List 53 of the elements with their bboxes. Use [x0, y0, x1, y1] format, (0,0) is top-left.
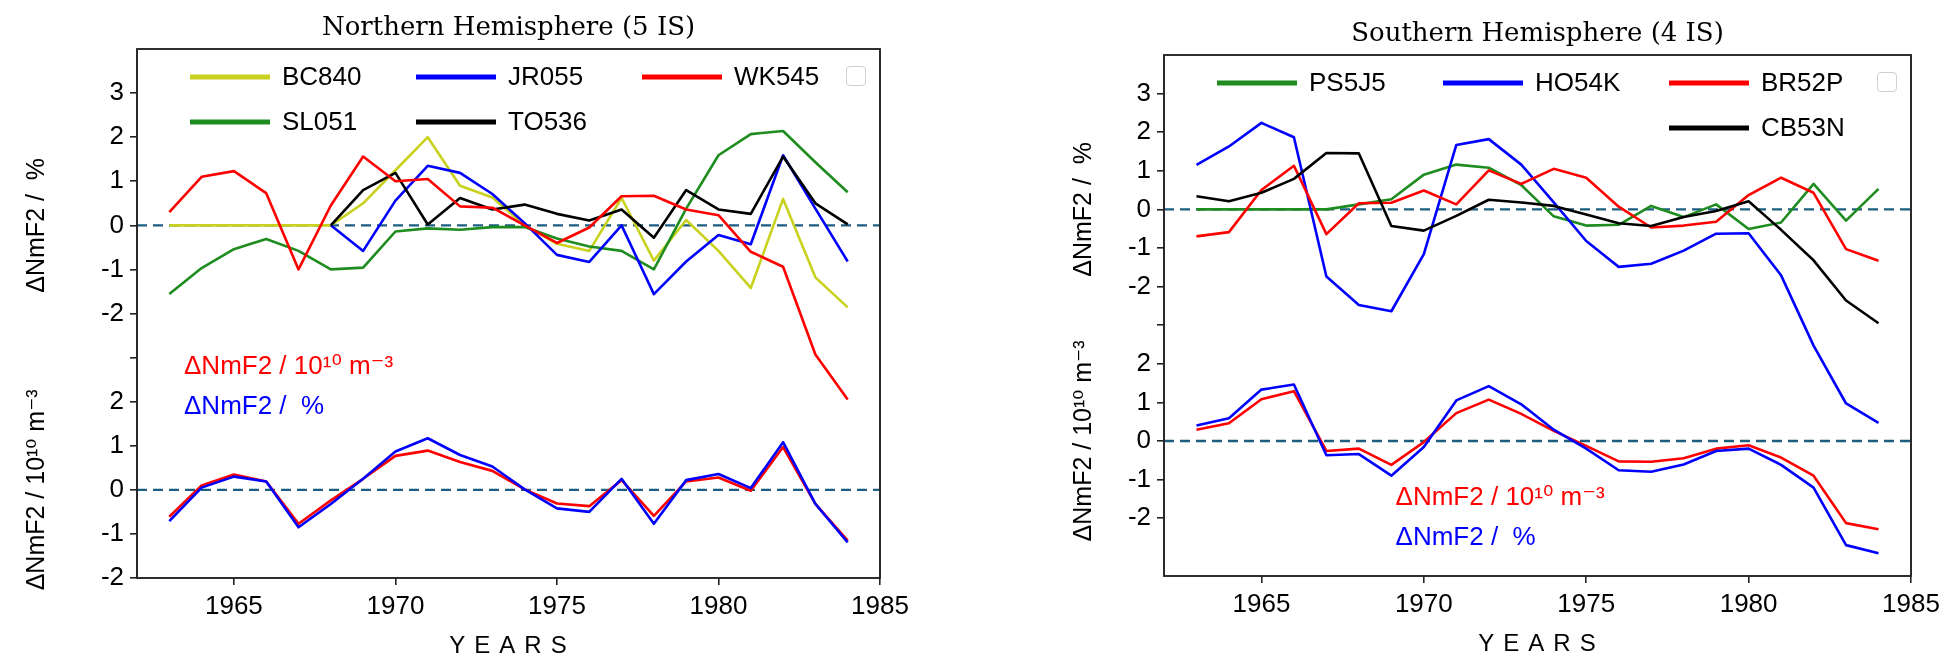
x-tick-label: 1980	[1719, 587, 1778, 618]
y-tick-label: 3	[109, 76, 124, 107]
series-label: ΔNmF2 / %	[1395, 521, 1536, 552]
y-tick-label: 2	[109, 120, 124, 151]
x-axis-title: YEARS	[1478, 628, 1605, 656]
y-tick-label: -2	[1127, 501, 1151, 532]
x-axis-title: YEARS	[449, 630, 576, 658]
legend-label: TO536	[508, 106, 588, 137]
y-tick-label: 0	[109, 208, 124, 239]
y-axis-title: ΔNmF2 / 10¹⁰ m⁻³	[20, 389, 49, 591]
x-tick-label: 1975	[1557, 587, 1616, 618]
y-tick-label: -1	[1127, 231, 1151, 262]
x-tick-label: 1975	[528, 589, 586, 620]
legend-label: PS5J5	[1309, 67, 1386, 98]
y-tick-label: 0	[109, 473, 124, 504]
y-tick-label: 0	[1136, 424, 1151, 455]
y-tick-label: -2	[1127, 269, 1151, 300]
y-tick-label: 2	[1136, 346, 1151, 377]
text: ΔNmF2 / 10¹⁰ m⁻³	[184, 349, 394, 380]
x-tick-label: 1970	[366, 589, 425, 620]
legend-label: BC840	[282, 61, 362, 92]
y-tick-label: -2	[100, 296, 124, 327]
y-tick-label: 0	[1136, 192, 1151, 223]
y-tick-label: 1	[1136, 153, 1151, 184]
legend-label: HO54K	[1535, 67, 1621, 98]
legend-label: CB53N	[1761, 112, 1845, 143]
legend-label: BR52P	[1761, 67, 1844, 98]
x-tick-label: 1980	[689, 589, 748, 620]
y-tick-label: 2	[1136, 115, 1151, 146]
y-tick-label: -1	[1127, 462, 1151, 493]
y-tick-label: -1	[100, 517, 124, 548]
x-tick-label: 1965	[1232, 587, 1291, 618]
chart-title: Southern Hemisphere (4 IS)	[1351, 16, 1724, 47]
x-tick-label: 1985	[1882, 587, 1940, 618]
legend-label: WK545	[734, 61, 820, 92]
x-tick-label: 1965	[204, 589, 263, 620]
y-tick-label: 1	[1136, 385, 1151, 416]
y-tick-label: 3	[1136, 76, 1151, 107]
y-tick-label: 1	[109, 428, 124, 459]
text: ΔNmF2 / %	[184, 389, 325, 420]
y-tick-label: 1	[109, 164, 124, 195]
y-axis-title: ΔNmF2 / 10¹⁰ m⁻³	[1067, 340, 1096, 542]
y-axis-title: ΔNmF2 / %	[20, 157, 49, 293]
y-tick-label: 2	[109, 384, 124, 415]
chart-title: Northern Hemisphere (5 IS)	[321, 10, 696, 41]
y-tick-label: -2	[100, 561, 124, 592]
x-tick-label: 1970	[1394, 587, 1453, 618]
series-label: ΔNmF2 / 10¹⁰ m⁻³	[1395, 481, 1605, 512]
legend-label: JR055	[508, 61, 584, 92]
y-tick-label: -1	[100, 252, 124, 283]
x-tick-label: 1985	[851, 589, 909, 620]
y-axis-title: ΔNmF2 / %	[1067, 141, 1096, 277]
legend-label: SL051	[282, 106, 358, 137]
